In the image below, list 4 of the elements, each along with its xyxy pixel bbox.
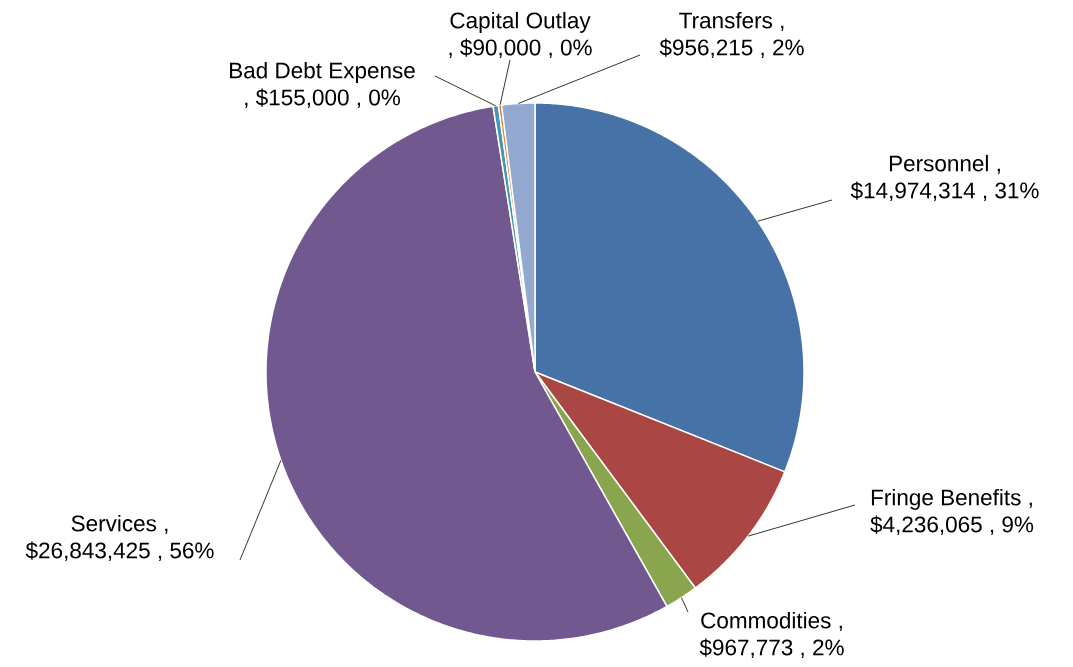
- data-label: , $155,000 , 0%: [245, 88, 400, 109]
- slice-label: Bad Debt Expense: [230, 61, 415, 83]
- data-label: , $90,000 , 0%: [449, 38, 592, 59]
- slice-label: Capital Outlay: [450, 11, 591, 33]
